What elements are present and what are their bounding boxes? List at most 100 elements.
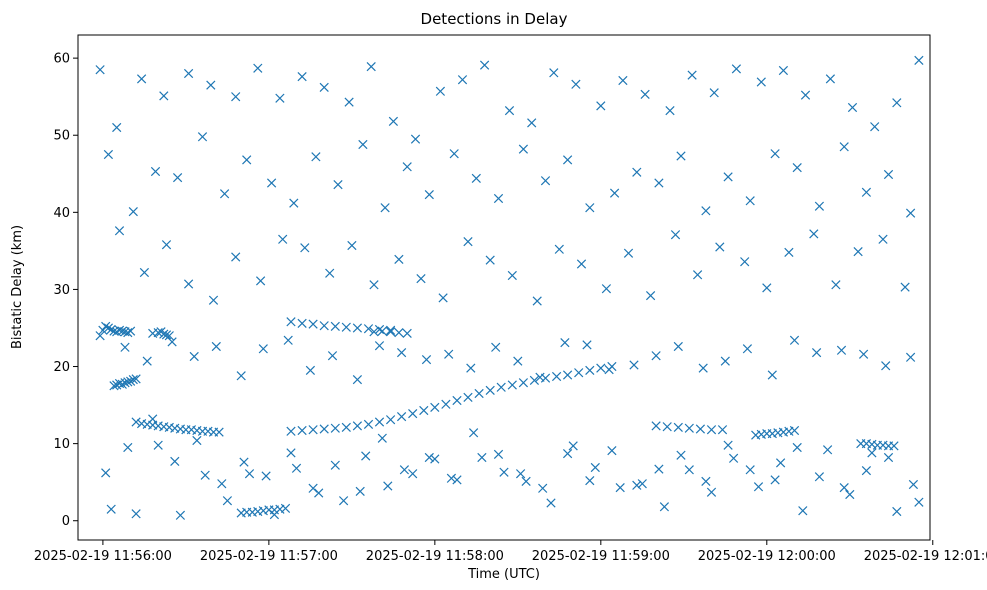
data-point	[106, 504, 116, 514]
data-point	[352, 323, 363, 333]
data-point	[286, 426, 296, 436]
data-point	[131, 509, 141, 519]
data-point	[308, 319, 318, 329]
data-point	[571, 79, 581, 89]
data-point	[814, 201, 825, 211]
data-point	[778, 65, 789, 76]
x-tick-label: 2025-02-19 12:00:00	[698, 549, 836, 564]
data-point	[396, 347, 407, 358]
data-point	[172, 172, 183, 183]
data-point	[731, 64, 742, 74]
data-point	[344, 97, 354, 107]
data-point	[825, 74, 836, 84]
data-point	[651, 351, 661, 361]
data-point	[419, 405, 429, 416]
data-point	[507, 270, 517, 281]
data-point	[394, 327, 404, 338]
data-point	[314, 488, 324, 498]
data-point	[618, 75, 628, 86]
data-point	[839, 142, 849, 152]
data-point	[532, 296, 542, 306]
data-point	[327, 351, 338, 361]
data-point	[101, 321, 111, 332]
data-point	[585, 365, 595, 376]
chart-title: Detections in Delay	[421, 10, 568, 28]
data-point	[549, 68, 559, 78]
data-point	[723, 172, 733, 182]
data-point	[466, 363, 476, 373]
data-point	[518, 144, 529, 154]
data-point	[905, 208, 916, 218]
data-point	[861, 187, 872, 197]
data-point	[665, 105, 675, 116]
data-point	[767, 370, 777, 380]
data-point	[394, 254, 404, 265]
data-point	[515, 469, 526, 479]
data-point	[654, 464, 664, 474]
data-point	[900, 282, 910, 292]
data-point	[408, 408, 418, 419]
data-point	[740, 257, 750, 267]
data-point	[463, 236, 473, 247]
data-point	[706, 487, 717, 497]
data-point	[275, 93, 285, 103]
data-point	[236, 371, 246, 381]
data-point	[341, 322, 351, 332]
data-point	[159, 329, 169, 339]
data-point	[770, 475, 780, 485]
x-tick-label: 2025-02-19 11:59:00	[532, 549, 670, 564]
data-point	[861, 465, 872, 476]
data-point	[596, 363, 606, 373]
data-point	[222, 496, 233, 506]
data-point	[308, 483, 318, 493]
data-point	[745, 196, 755, 206]
data-point	[479, 60, 490, 70]
data-point	[513, 356, 523, 366]
data-point	[175, 510, 186, 520]
data-point	[231, 92, 241, 102]
data-point	[607, 445, 617, 456]
data-point	[297, 318, 307, 329]
data-point	[408, 469, 418, 479]
data-point	[330, 423, 340, 433]
y-tick-label: 40	[53, 206, 70, 221]
data-point	[114, 325, 125, 335]
data-point	[197, 132, 208, 142]
y-axis: 0 10 20 30 40 50 60	[53, 52, 78, 529]
data-point	[582, 340, 592, 350]
data-point	[153, 327, 163, 338]
data-point	[363, 324, 374, 334]
data-point	[125, 376, 136, 386]
y-tick-label: 10	[53, 437, 70, 452]
data-point	[266, 178, 277, 188]
data-point	[878, 234, 888, 244]
data-point	[629, 360, 639, 370]
data-point	[352, 374, 363, 385]
data-point	[280, 503, 291, 514]
data-point	[148, 414, 158, 424]
data-point	[651, 421, 661, 431]
data-point	[239, 457, 249, 467]
y-tick-label: 20	[53, 360, 70, 375]
data-point	[723, 440, 733, 450]
data-point	[286, 317, 296, 327]
data-point	[438, 293, 448, 303]
data-point	[687, 70, 697, 80]
data-point	[574, 368, 584, 378]
data-point	[120, 378, 130, 388]
data-point	[319, 321, 329, 331]
data-point	[883, 452, 894, 463]
data-point	[214, 427, 224, 437]
data-point	[551, 371, 562, 382]
data-point	[123, 377, 133, 387]
data-point	[289, 198, 299, 208]
data-point	[554, 244, 564, 254]
data-point	[590, 462, 600, 473]
data-point	[164, 331, 174, 341]
data-point	[892, 506, 902, 517]
data-point	[831, 280, 841, 290]
data-point	[366, 61, 376, 72]
data-point	[363, 419, 374, 430]
data-point	[632, 167, 642, 177]
